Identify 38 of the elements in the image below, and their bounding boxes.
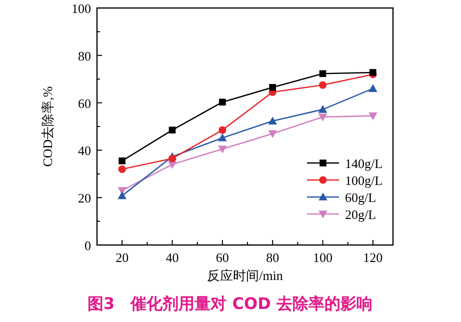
x-tick-label: 20 — [116, 250, 129, 265]
y-tick-label: 60 — [78, 96, 91, 111]
y-tick-label: 100 — [72, 1, 91, 16]
point — [268, 130, 277, 138]
point — [368, 84, 378, 92]
point — [268, 116, 277, 124]
y-tick-label: 40 — [78, 143, 91, 158]
y-tick-label: 80 — [78, 48, 91, 64]
point — [318, 81, 327, 89]
point — [168, 126, 176, 134]
x-tick-label: 120 — [363, 250, 383, 265]
point — [118, 157, 126, 164]
point — [269, 84, 276, 91]
y-tick-label: 20 — [78, 190, 91, 206]
legend-label: 100g/L — [345, 173, 383, 188]
legend-label: 20g/L — [345, 207, 376, 222]
text: 图3 催化剂用量对 COD 去除率的影响 — [88, 294, 372, 313]
point — [168, 154, 176, 162]
point — [368, 112, 378, 120]
point — [370, 69, 376, 76]
point — [318, 105, 328, 113]
point — [118, 165, 126, 173]
point — [218, 126, 226, 134]
point — [219, 98, 226, 106]
x-tick-label: 40 — [166, 250, 179, 265]
x-tick-label: 80 — [266, 250, 280, 265]
x-tick-label: 100 — [313, 250, 333, 265]
point — [118, 191, 126, 200]
y-axis-title: COD去除率,% — [40, 86, 55, 167]
legend-label: 140g/L — [345, 156, 383, 171]
point — [318, 114, 328, 122]
legend-label: 60g/L — [345, 190, 376, 205]
point — [319, 70, 326, 78]
point — [218, 146, 227, 154]
point — [218, 133, 227, 142]
y-tick-label: 0 — [84, 238, 91, 253]
x-tick-label: 60 — [216, 250, 229, 265]
x-axis-title: 反应时间/min — [207, 268, 284, 283]
